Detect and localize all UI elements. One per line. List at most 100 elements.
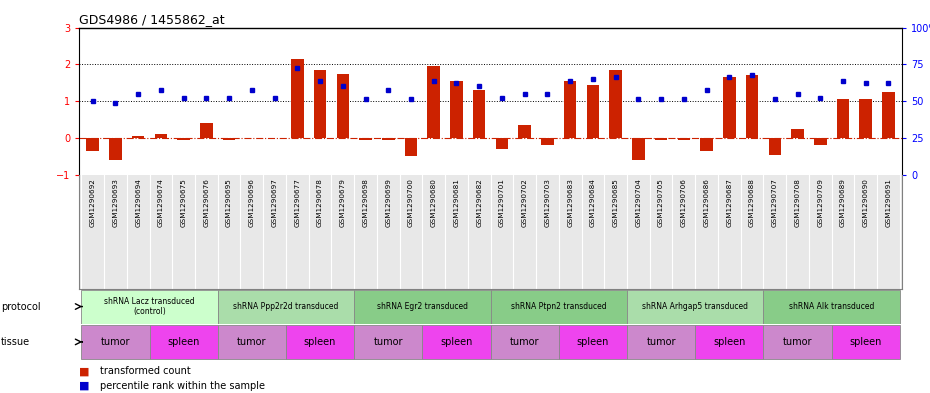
Bar <box>700 138 712 151</box>
Text: protocol: protocol <box>1 301 41 312</box>
Bar <box>337 73 349 138</box>
Bar <box>313 70 326 138</box>
Text: tissue: tissue <box>1 337 30 347</box>
Text: GSM1290709: GSM1290709 <box>817 178 823 227</box>
Text: GSM1290698: GSM1290698 <box>363 178 368 227</box>
FancyBboxPatch shape <box>218 325 286 359</box>
Text: spleen: spleen <box>440 337 472 347</box>
FancyBboxPatch shape <box>491 325 559 359</box>
FancyBboxPatch shape <box>218 290 354 323</box>
Text: tumor: tumor <box>237 337 267 347</box>
FancyBboxPatch shape <box>696 325 764 359</box>
Text: GSM1290679: GSM1290679 <box>339 178 346 227</box>
Text: GSM1290704: GSM1290704 <box>635 178 642 227</box>
Bar <box>518 125 531 138</box>
Bar <box>723 77 736 138</box>
Text: GSM1290681: GSM1290681 <box>454 178 459 227</box>
Bar <box>587 84 599 138</box>
FancyBboxPatch shape <box>491 290 627 323</box>
Bar <box>405 138 418 156</box>
Bar <box>541 138 553 145</box>
Text: spleen: spleen <box>849 337 882 347</box>
Text: shRNA Lacz transduced
(control): shRNA Lacz transduced (control) <box>104 297 195 316</box>
Bar <box>291 59 303 138</box>
Bar <box>883 92 895 138</box>
FancyBboxPatch shape <box>81 325 150 359</box>
Bar <box>154 134 167 138</box>
FancyBboxPatch shape <box>81 290 218 323</box>
Text: GSM1290691: GSM1290691 <box>885 178 892 227</box>
Text: GSM1290674: GSM1290674 <box>158 178 164 227</box>
Bar <box>359 138 372 140</box>
Text: GSM1290700: GSM1290700 <box>408 178 414 227</box>
Text: GSM1290689: GSM1290689 <box>840 178 846 227</box>
Text: tumor: tumor <box>100 337 130 347</box>
Text: GSM1290685: GSM1290685 <box>613 178 618 227</box>
Bar <box>473 90 485 138</box>
Text: GDS4986 / 1455862_at: GDS4986 / 1455862_at <box>79 13 225 26</box>
FancyBboxPatch shape <box>764 290 900 323</box>
Text: spleen: spleen <box>304 337 337 347</box>
Bar <box>496 138 508 149</box>
Text: GSM1290696: GSM1290696 <box>249 178 255 227</box>
Text: GSM1290683: GSM1290683 <box>567 178 573 227</box>
Bar <box>814 138 827 145</box>
Bar <box>132 136 144 138</box>
Text: tumor: tumor <box>783 337 812 347</box>
Bar <box>86 138 99 151</box>
Text: ■: ■ <box>79 366 89 376</box>
Bar <box>678 138 690 140</box>
Text: GSM1290705: GSM1290705 <box>658 178 664 227</box>
Text: GSM1290701: GSM1290701 <box>498 178 505 227</box>
Text: GSM1290702: GSM1290702 <box>522 178 527 227</box>
Text: tumor: tumor <box>510 337 539 347</box>
Text: shRNA Ptpn2 transduced: shRNA Ptpn2 transduced <box>511 302 606 311</box>
FancyBboxPatch shape <box>764 325 831 359</box>
Text: GSM1290676: GSM1290676 <box>204 178 209 227</box>
Text: GSM1290703: GSM1290703 <box>544 178 551 227</box>
FancyBboxPatch shape <box>286 325 354 359</box>
Text: GSM1290699: GSM1290699 <box>385 178 392 227</box>
Text: GSM1290697: GSM1290697 <box>272 178 277 227</box>
Text: ■: ■ <box>79 381 89 391</box>
Text: GSM1290708: GSM1290708 <box>794 178 801 227</box>
Bar <box>200 123 213 138</box>
Text: tumor: tumor <box>374 337 403 347</box>
Text: GSM1290686: GSM1290686 <box>704 178 710 227</box>
Text: GSM1290675: GSM1290675 <box>180 178 187 227</box>
Text: GSM1290695: GSM1290695 <box>226 178 232 227</box>
Text: GSM1290693: GSM1290693 <box>113 178 118 227</box>
FancyBboxPatch shape <box>354 290 491 323</box>
Bar <box>109 138 122 160</box>
FancyBboxPatch shape <box>559 325 627 359</box>
Bar <box>223 138 235 140</box>
Text: GSM1290694: GSM1290694 <box>135 178 141 227</box>
FancyBboxPatch shape <box>831 325 900 359</box>
FancyBboxPatch shape <box>422 325 491 359</box>
FancyBboxPatch shape <box>627 325 696 359</box>
Text: GSM1290682: GSM1290682 <box>476 178 483 227</box>
Text: shRNA Arhgap5 transduced: shRNA Arhgap5 transduced <box>643 302 749 311</box>
Bar <box>746 75 758 138</box>
FancyBboxPatch shape <box>150 325 218 359</box>
Bar <box>768 138 781 154</box>
Text: percentile rank within the sample: percentile rank within the sample <box>100 381 264 391</box>
Text: shRNA Ppp2r2d transduced: shRNA Ppp2r2d transduced <box>233 302 339 311</box>
Text: transformed count: transformed count <box>100 366 191 376</box>
Text: shRNA Alk transduced: shRNA Alk transduced <box>789 302 874 311</box>
FancyBboxPatch shape <box>627 290 764 323</box>
Text: GSM1290678: GSM1290678 <box>317 178 323 227</box>
Text: GSM1290687: GSM1290687 <box>726 178 732 227</box>
Text: tumor: tumor <box>646 337 676 347</box>
Bar <box>837 99 849 138</box>
Text: GSM1290692: GSM1290692 <box>89 178 96 227</box>
Bar <box>178 138 190 140</box>
Bar <box>632 138 644 160</box>
Bar <box>450 81 463 138</box>
Text: spleen: spleen <box>713 337 746 347</box>
Text: GSM1290680: GSM1290680 <box>431 178 437 227</box>
Bar <box>859 99 872 138</box>
Bar <box>564 81 577 138</box>
Text: spleen: spleen <box>577 337 609 347</box>
Text: GSM1290684: GSM1290684 <box>590 178 596 227</box>
